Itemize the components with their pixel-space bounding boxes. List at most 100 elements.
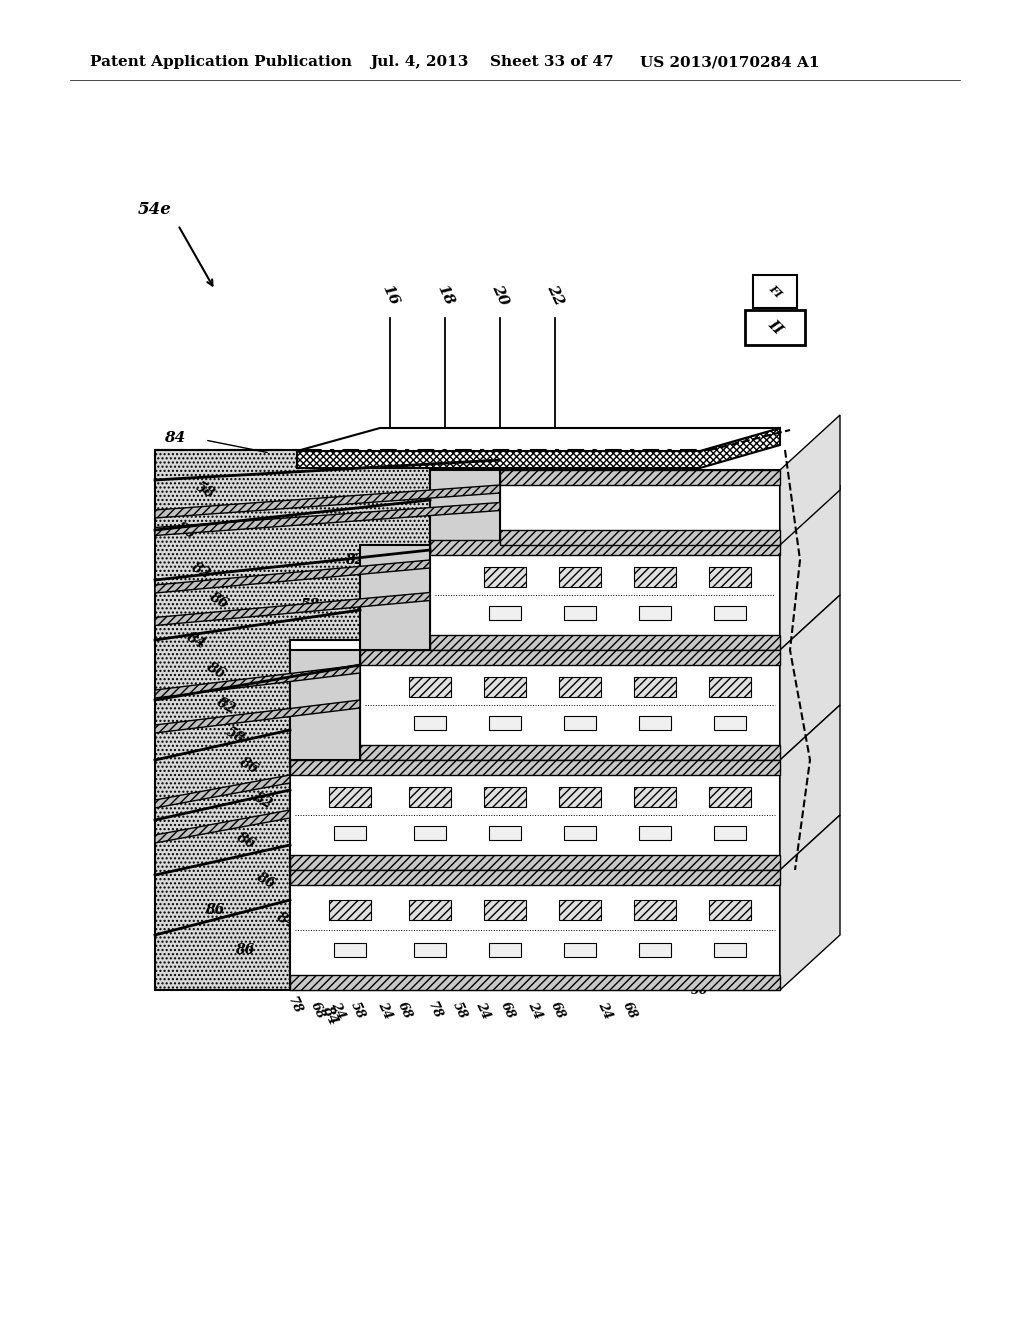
- Bar: [290, 855, 780, 870]
- Text: 24: 24: [473, 999, 493, 1020]
- Bar: [329, 788, 371, 808]
- Bar: [500, 470, 780, 545]
- Text: 68: 68: [621, 999, 640, 1020]
- Bar: [559, 677, 601, 697]
- Bar: [409, 677, 451, 697]
- Text: 20: 20: [489, 282, 511, 308]
- Text: 86: 86: [206, 903, 224, 917]
- Text: US 2013/0170284 A1: US 2013/0170284 A1: [640, 55, 819, 69]
- Text: 58: 58: [421, 583, 439, 597]
- Bar: [360, 744, 780, 760]
- Text: 78: 78: [286, 994, 304, 1015]
- Polygon shape: [753, 275, 797, 308]
- Text: 58: 58: [631, 626, 649, 639]
- Bar: [634, 788, 676, 808]
- Bar: [484, 900, 526, 920]
- Bar: [409, 900, 451, 920]
- Text: 86: 86: [237, 754, 260, 776]
- Text: 18: 18: [434, 282, 456, 308]
- Text: 58: 58: [223, 725, 247, 746]
- Text: 58: 58: [481, 626, 499, 639]
- Bar: [559, 568, 601, 587]
- Polygon shape: [780, 705, 840, 870]
- Text: 58: 58: [331, 785, 349, 800]
- Text: 84: 84: [183, 630, 207, 651]
- Polygon shape: [155, 484, 500, 517]
- Bar: [414, 825, 446, 840]
- Polygon shape: [155, 560, 430, 593]
- Bar: [564, 825, 596, 840]
- Bar: [639, 606, 671, 619]
- Text: 58: 58: [331, 690, 349, 705]
- Bar: [290, 760, 780, 870]
- Text: 58: 58: [451, 999, 470, 1020]
- Text: FI: FI: [767, 282, 783, 300]
- Bar: [489, 715, 521, 730]
- Bar: [414, 715, 446, 730]
- Text: 86: 86: [206, 589, 229, 611]
- Text: 24: 24: [650, 553, 670, 568]
- Text: 66: 66: [631, 686, 649, 700]
- Bar: [559, 900, 601, 920]
- Text: 70: 70: [407, 731, 424, 744]
- Text: 82: 82: [345, 553, 365, 568]
- Text: 86: 86: [253, 869, 276, 891]
- Text: 66: 66: [480, 686, 500, 700]
- Text: Jul. 4, 2013: Jul. 4, 2013: [370, 55, 468, 69]
- Text: 24: 24: [595, 999, 614, 1020]
- Bar: [564, 606, 596, 619]
- Text: 78: 78: [425, 999, 444, 1020]
- Bar: [290, 975, 780, 990]
- Text: 16: 16: [379, 282, 400, 308]
- Bar: [709, 677, 751, 697]
- Bar: [714, 825, 746, 840]
- Text: 68: 68: [308, 999, 328, 1020]
- Text: 86: 86: [236, 942, 255, 957]
- Polygon shape: [297, 428, 780, 451]
- Text: 78: 78: [793, 503, 814, 517]
- Bar: [489, 606, 521, 619]
- Text: 66: 66: [480, 785, 500, 800]
- Bar: [414, 942, 446, 957]
- Polygon shape: [155, 700, 360, 733]
- Bar: [714, 715, 746, 730]
- Bar: [329, 900, 371, 920]
- Bar: [489, 942, 521, 957]
- Text: 78: 78: [451, 553, 470, 568]
- Text: 80: 80: [480, 502, 500, 515]
- Polygon shape: [780, 484, 840, 649]
- Polygon shape: [155, 775, 290, 808]
- Text: 78: 78: [388, 553, 408, 568]
- Bar: [500, 470, 780, 484]
- Text: 66: 66: [631, 583, 649, 597]
- Bar: [639, 825, 671, 840]
- Bar: [334, 942, 366, 957]
- Text: Patent Application Publication: Patent Application Publication: [90, 55, 352, 69]
- Text: 56: 56: [691, 983, 709, 997]
- Text: 57: 57: [798, 548, 818, 562]
- Bar: [634, 568, 676, 587]
- Polygon shape: [155, 450, 500, 990]
- Text: 24: 24: [520, 553, 540, 568]
- Text: 82: 82: [250, 789, 273, 810]
- Text: 58: 58: [306, 746, 324, 759]
- Polygon shape: [360, 545, 430, 649]
- Polygon shape: [155, 665, 360, 698]
- Text: 57: 57: [631, 726, 649, 739]
- Bar: [564, 715, 596, 730]
- Text: 66: 66: [631, 894, 649, 907]
- Bar: [639, 715, 671, 730]
- Bar: [430, 540, 780, 649]
- Text: 54e: 54e: [138, 202, 172, 219]
- Text: 68: 68: [549, 999, 567, 1020]
- Bar: [360, 649, 780, 665]
- Bar: [714, 606, 746, 619]
- Bar: [334, 825, 366, 840]
- Text: 57: 57: [452, 729, 469, 742]
- Bar: [709, 788, 751, 808]
- Polygon shape: [155, 593, 430, 626]
- Bar: [634, 900, 676, 920]
- Bar: [634, 677, 676, 697]
- Text: 84: 84: [165, 432, 185, 445]
- Polygon shape: [430, 470, 500, 545]
